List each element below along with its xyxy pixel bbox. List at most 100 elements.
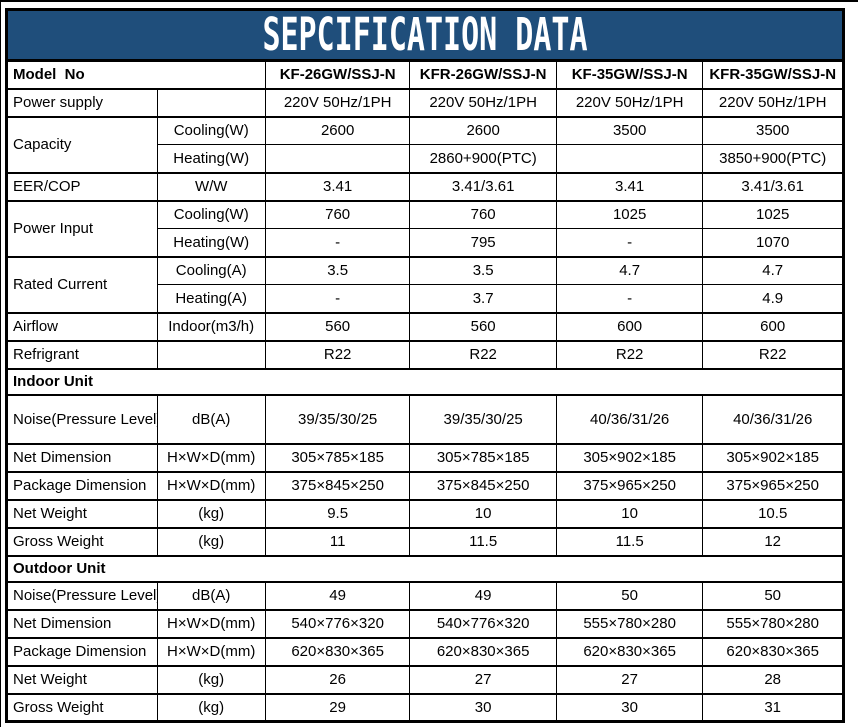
- row-label: Net Dimension: [6, 442, 158, 472]
- row-label: Gross Weight: [6, 526, 158, 556]
- cell-value: 3.41: [555, 171, 704, 201]
- row-power-input-cooling: Power Input Cooling(W) 760 760 1025 1025: [6, 199, 844, 257]
- title-bar: SEPCIFICATION DATA: [5, 8, 845, 62]
- section-title: Indoor Unit: [6, 367, 844, 395]
- row-sublabel: Cooling(W): [156, 115, 266, 145]
- cell-value: 305×902×185: [702, 442, 844, 472]
- cell-value: 3850+900(PTC): [702, 144, 844, 173]
- row-sublabel: W/W: [156, 171, 266, 201]
- row-sublabel: Heating(W): [156, 228, 266, 257]
- cell-value: 3.41/3.61: [702, 171, 844, 201]
- model-header-cell: KFR-26GW/SSJ-N: [409, 59, 557, 89]
- row-sublabel: dB(A): [156, 580, 266, 610]
- row-sublabel: [156, 339, 266, 369]
- cell-value: R22: [555, 339, 704, 369]
- cell-value: 600: [555, 311, 704, 341]
- row-net-dimension-outdoor: Net Dimension H×W×D(mm) 540×776×320 540×…: [6, 608, 844, 638]
- row-noise-indoor: Noise(Pressure Level) dB(A) 39/35/30/25 …: [6, 393, 844, 444]
- cell-value: 760: [409, 199, 557, 229]
- cell-value: 555×780×280: [555, 608, 704, 638]
- page-left-border: [0, 0, 1, 727]
- cell-value: 27: [409, 664, 557, 694]
- row-net-dimension-indoor: Net Dimension H×W×D(mm) 305×785×185 305×…: [6, 442, 844, 472]
- cell-value: R22: [702, 339, 844, 369]
- row-sublabel: Heating(A): [156, 284, 266, 313]
- row-sublabel: Heating(W): [156, 144, 266, 173]
- cell-value: 1025: [702, 199, 844, 229]
- row-label: Power Input: [6, 199, 158, 257]
- row-label: Power supply: [6, 87, 158, 117]
- cell-value: 29: [264, 692, 411, 722]
- cell-value: 27: [555, 664, 704, 694]
- cell-value: 375×965×250: [555, 470, 704, 500]
- row-label: Gross Weight: [6, 692, 158, 722]
- row-sublabel: (kg): [156, 664, 266, 694]
- row-label: EER/COP: [6, 171, 158, 201]
- row-label: Net Weight: [6, 498, 158, 528]
- cell-value: 3500: [555, 115, 704, 145]
- cell-value: 3.5: [264, 255, 411, 285]
- cell-value: 620×830×365: [409, 636, 557, 666]
- row-sublabel: (kg): [156, 498, 266, 528]
- row-package-dimension-indoor: Package Dimension H×W×D(mm) 375×845×250 …: [6, 470, 844, 500]
- row-airflow: Airflow Indoor(m3/h) 560 560 600 600: [6, 311, 844, 341]
- row-noise-outdoor: Noise(Pressure Level) dB(A) 49 49 50 50: [6, 580, 844, 610]
- cell-value: 40/36/31/26: [555, 393, 704, 444]
- cell-value: 3.7: [409, 284, 557, 313]
- cell-value: 620×830×365: [702, 636, 844, 666]
- row-power-input-heating: Heating(W) - 795 - 1070: [7, 228, 844, 257]
- row-sublabel: Cooling(A): [156, 255, 266, 285]
- cell-value: 12: [702, 526, 844, 556]
- cell-value: -: [555, 228, 704, 257]
- cell-value: 305×785×185: [409, 442, 557, 472]
- cell-value: 28: [702, 664, 844, 694]
- cell-value: 49: [264, 580, 411, 610]
- cell-value: 2600: [264, 115, 411, 145]
- section-outdoor-unit: Outdoor Unit: [6, 554, 844, 582]
- cell-value: 40/36/31/26: [702, 393, 844, 444]
- row-sublabel: H×W×D(mm): [156, 636, 266, 666]
- row-model-header: Model No KF-26GW/SSJ-N KFR-26GW/SSJ-N KF…: [6, 59, 844, 89]
- row-label: Capacity: [6, 115, 158, 173]
- cell-value: 9.5: [264, 498, 411, 528]
- specification-table: SEPCIFICATION DATA Model No KF-26GW/SSJ-…: [5, 8, 845, 723]
- row-label: Rated Current: [6, 255, 158, 313]
- cell-value: 375×845×250: [264, 470, 411, 500]
- cell-value: 560: [264, 311, 411, 341]
- cell-value: 540×776×320: [409, 608, 557, 638]
- row-gross-weight-outdoor: Gross Weight (kg) 29 30 30 31: [6, 692, 844, 722]
- cell-value: 305×785×185: [264, 442, 411, 472]
- cell-value: 30: [555, 692, 704, 722]
- cell-value: 220V 50Hz/1PH: [702, 87, 844, 117]
- cell-value: 760: [264, 199, 411, 229]
- cell-value: 30: [409, 692, 557, 722]
- cell-value: 2860+900(PTC): [409, 144, 557, 173]
- row-sublabel: [156, 87, 266, 117]
- cell-value: 620×830×365: [555, 636, 704, 666]
- row-label: Refrigrant: [6, 339, 158, 369]
- row-label: Airflow: [6, 311, 158, 341]
- row-label: Package Dimension: [6, 470, 158, 500]
- cell-value: R22: [409, 339, 557, 369]
- model-header-cell: KF-26GW/SSJ-N: [264, 59, 411, 89]
- cell-value: 49: [409, 580, 557, 610]
- row-power-supply: Power supply 220V 50Hz/1PH 220V 50Hz/1PH…: [6, 87, 844, 117]
- row-sublabel: H×W×D(mm): [156, 442, 266, 472]
- row-label: Net Weight: [6, 664, 158, 694]
- cell-value: 1070: [702, 228, 844, 257]
- cell-value: 39/35/30/25: [264, 393, 411, 444]
- cell-value: 620×830×365: [264, 636, 411, 666]
- row-label: Package Dimension: [6, 636, 158, 666]
- section-title: Outdoor Unit: [6, 554, 844, 582]
- row-sublabel: H×W×D(mm): [156, 470, 266, 500]
- cell-value: 3.5: [409, 255, 557, 285]
- row-capacity-cooling: Capacity Cooling(W) 2600 2600 3500 3500: [6, 115, 844, 173]
- cell-value: -: [264, 228, 411, 257]
- cell-value: 4.7: [555, 255, 704, 285]
- model-header-cell: KF-35GW/SSJ-N: [555, 59, 704, 89]
- cell-value: 3.41: [264, 171, 411, 201]
- cell-value: -: [264, 284, 411, 313]
- model-header-cell: KFR-35GW/SSJ-N: [702, 59, 844, 89]
- section-indoor-unit: Indoor Unit: [6, 367, 844, 395]
- row-eer-cop: EER/COP W/W 3.41 3.41/3.61 3.41 3.41/3.6…: [6, 171, 844, 201]
